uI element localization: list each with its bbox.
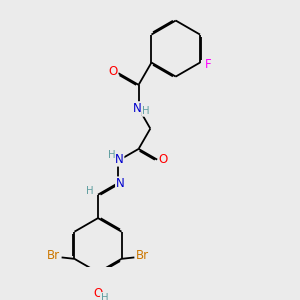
Text: O: O	[159, 153, 168, 166]
Text: N: N	[133, 102, 141, 115]
Text: F: F	[205, 58, 212, 70]
Text: H: H	[86, 186, 94, 196]
Text: Br: Br	[47, 250, 60, 262]
Text: H: H	[100, 292, 108, 300]
Text: H: H	[108, 151, 115, 160]
Text: O: O	[109, 65, 118, 79]
Text: N: N	[115, 153, 124, 166]
Text: O: O	[93, 286, 103, 299]
Text: Br: Br	[136, 250, 149, 262]
Text: N: N	[116, 177, 124, 190]
Text: H: H	[142, 106, 150, 116]
